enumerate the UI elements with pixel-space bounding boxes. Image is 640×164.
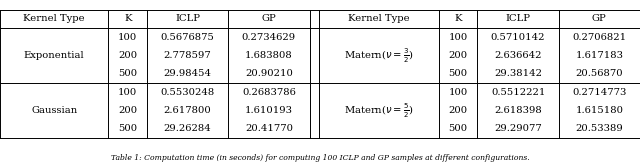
Text: 0.2734629: 0.2734629 (242, 33, 296, 42)
Text: 200: 200 (118, 106, 137, 115)
Text: 0.2683786: 0.2683786 (242, 88, 296, 97)
Text: 0.5512221: 0.5512221 (491, 88, 545, 97)
Text: 1.683808: 1.683808 (245, 51, 292, 60)
Text: 0.5676875: 0.5676875 (161, 33, 214, 42)
Text: 20.41770: 20.41770 (245, 124, 293, 133)
Text: 0.2714773: 0.2714773 (572, 88, 627, 97)
Text: Matern($\nu = \frac{3}{2}$): Matern($\nu = \frac{3}{2}$) (344, 46, 414, 65)
Text: 0.2706821: 0.2706821 (572, 33, 627, 42)
Text: 500: 500 (449, 69, 468, 78)
Text: GP: GP (262, 14, 276, 23)
Text: Table 1: Computation time (in seconds) for computing 100 ICLP and GP samples at : Table 1: Computation time (in seconds) f… (111, 154, 529, 162)
Text: 29.29077: 29.29077 (494, 124, 542, 133)
Text: K: K (454, 14, 462, 23)
Text: 2.636642: 2.636642 (494, 51, 542, 60)
Text: 0.5710142: 0.5710142 (491, 33, 545, 42)
Text: 500: 500 (118, 124, 137, 133)
Text: 200: 200 (449, 51, 468, 60)
Text: K: K (124, 14, 131, 23)
Text: ICLP: ICLP (506, 14, 531, 23)
Text: Exponential: Exponential (24, 51, 84, 60)
Text: 100: 100 (449, 33, 468, 42)
Text: 1.610193: 1.610193 (245, 106, 293, 115)
Text: 1.615180: 1.615180 (575, 106, 623, 115)
Text: 29.98454: 29.98454 (164, 69, 212, 78)
Text: 2.618398: 2.618398 (494, 106, 542, 115)
Text: 100: 100 (118, 88, 138, 97)
Text: 100: 100 (449, 88, 468, 97)
Text: 20.56870: 20.56870 (575, 69, 623, 78)
Text: ICLP: ICLP (175, 14, 200, 23)
Text: 2.778597: 2.778597 (164, 51, 212, 60)
Text: Matern($\nu = \frac{5}{2}$): Matern($\nu = \frac{5}{2}$) (344, 101, 414, 120)
Text: Kernel Type: Kernel Type (23, 14, 85, 23)
Text: 100: 100 (118, 33, 138, 42)
Text: 1.617183: 1.617183 (575, 51, 623, 60)
Text: 20.90210: 20.90210 (245, 69, 293, 78)
Text: Kernel Type: Kernel Type (348, 14, 410, 23)
Text: 200: 200 (118, 51, 137, 60)
Text: 500: 500 (449, 124, 468, 133)
Text: 29.38142: 29.38142 (494, 69, 542, 78)
Text: 200: 200 (449, 106, 468, 115)
Text: 29.26284: 29.26284 (164, 124, 212, 133)
Text: GP: GP (592, 14, 607, 23)
Text: 0.5530248: 0.5530248 (161, 88, 215, 97)
Text: 2.617800: 2.617800 (164, 106, 212, 115)
Text: Gaussian: Gaussian (31, 106, 77, 115)
Text: 20.53389: 20.53389 (575, 124, 623, 133)
Text: 500: 500 (118, 69, 137, 78)
